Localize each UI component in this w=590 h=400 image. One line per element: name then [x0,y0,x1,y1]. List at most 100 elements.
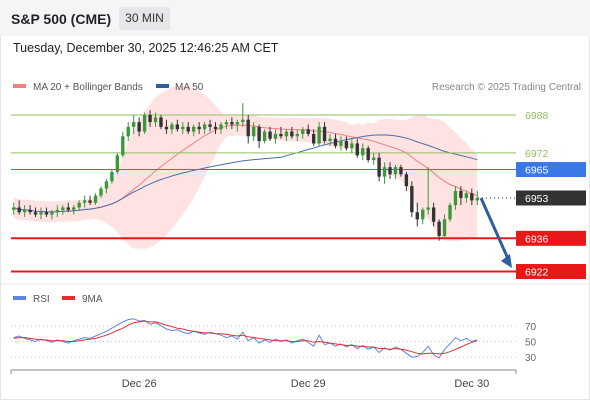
candle-body [39,212,43,215]
candle-body [164,126,169,130]
candle-body [262,131,267,142]
header-bar: S&P 500 (CME) 30 MIN [0,0,590,36]
candle-body [295,133,299,137]
level-box-6936 [516,230,586,246]
ma50-legend-swatch [156,84,169,88]
candle-body [192,126,196,132]
candle-body [132,122,136,127]
candle-body [322,126,327,142]
candle-body [333,138,338,146]
forecast-arrow-head [501,254,512,268]
candle-body [208,124,212,127]
x-tick-label: Dec 30 [454,378,489,390]
candle-body [437,221,441,236]
ma50-line [13,134,478,213]
candle-body [159,117,163,127]
level-box-6965 [516,162,586,178]
rsi-tick-30: 30 [525,353,537,364]
candle-body [121,136,125,156]
candle-body [50,212,54,215]
candle-body [55,209,60,213]
candle-body [110,171,114,182]
candle-body [219,124,223,130]
credit-label: Research © 2025 Trading Central [432,82,581,93]
candle-body [431,207,436,222]
candle-body [115,155,120,172]
candle-body [153,117,158,123]
level-label-6972: 6972 [525,148,549,160]
candle-body [410,186,414,213]
level-label-6922: 6922 [525,267,549,279]
rsi-legend-label: RSI [33,294,50,305]
level-label-6953: 6953 [525,193,549,205]
candle-body [306,129,310,134]
candle-body [175,124,180,130]
level-label-6965: 6965 [525,165,549,177]
candle-body [475,197,479,201]
candle-body [66,207,70,210]
candle-body [186,126,190,132]
rsi-ma-legend-swatch [62,296,75,300]
candle-body [142,114,147,132]
candle-body [301,129,305,134]
candle-body [350,143,354,149]
candle-body [77,202,81,208]
rsi-line [13,318,478,359]
candle-body [388,167,392,175]
candle-body [241,119,245,123]
candle-body [137,122,141,132]
rsi-tick-50: 50 [525,338,537,349]
level-label-6988: 6988 [525,110,549,122]
candle-body [453,190,458,206]
candle-body [12,207,16,210]
candle-body [148,114,152,123]
candle-body [426,207,430,210]
ma20-legend-label: MA 20 + Bollinger Bands [33,82,143,93]
candle-body [382,167,387,177]
candle-body [290,131,294,137]
candle-body [459,190,463,198]
candle-body [421,209,425,220]
candle-body [355,143,359,156]
candle-body [311,133,316,144]
ma50-legend-label: MA 50 [175,82,204,93]
rsi-legend-swatch [13,296,26,300]
candle-body [273,133,278,139]
candle-body [230,122,234,125]
candle-body [224,122,229,125]
candle-body [170,124,174,130]
candle-body [257,126,261,142]
candle-body [268,131,272,139]
candle-body [126,126,130,137]
candle-body [44,212,49,215]
candle-body [404,174,409,187]
candle-body [22,209,27,213]
ma20-legend-swatch [13,84,26,88]
candle-body [344,141,349,149]
candle-body [377,157,381,177]
candle-body [181,126,185,130]
candle-body [93,195,98,203]
candle-body [246,119,250,137]
candle-body [448,205,452,220]
x-tick-label: Dec 26 [122,378,157,390]
candle-body [361,148,365,156]
level-box-6953 [516,190,586,206]
forecast-arrow [479,197,511,262]
candle-body [366,148,370,161]
candle-body [104,181,109,189]
rsi-ma-legend-label: 9MA [82,294,103,305]
candle-body [99,188,103,196]
candle-body [202,124,207,130]
candle-body [213,126,218,130]
candle-body [82,200,87,203]
candle-body [88,200,92,203]
candle-body [371,157,376,161]
candle-body [28,209,32,213]
candle-body [235,122,240,125]
candle-body [399,167,403,175]
candle-body [251,126,256,137]
candle-body [284,131,289,137]
timeframe-button[interactable]: 30 MIN [119,7,170,30]
